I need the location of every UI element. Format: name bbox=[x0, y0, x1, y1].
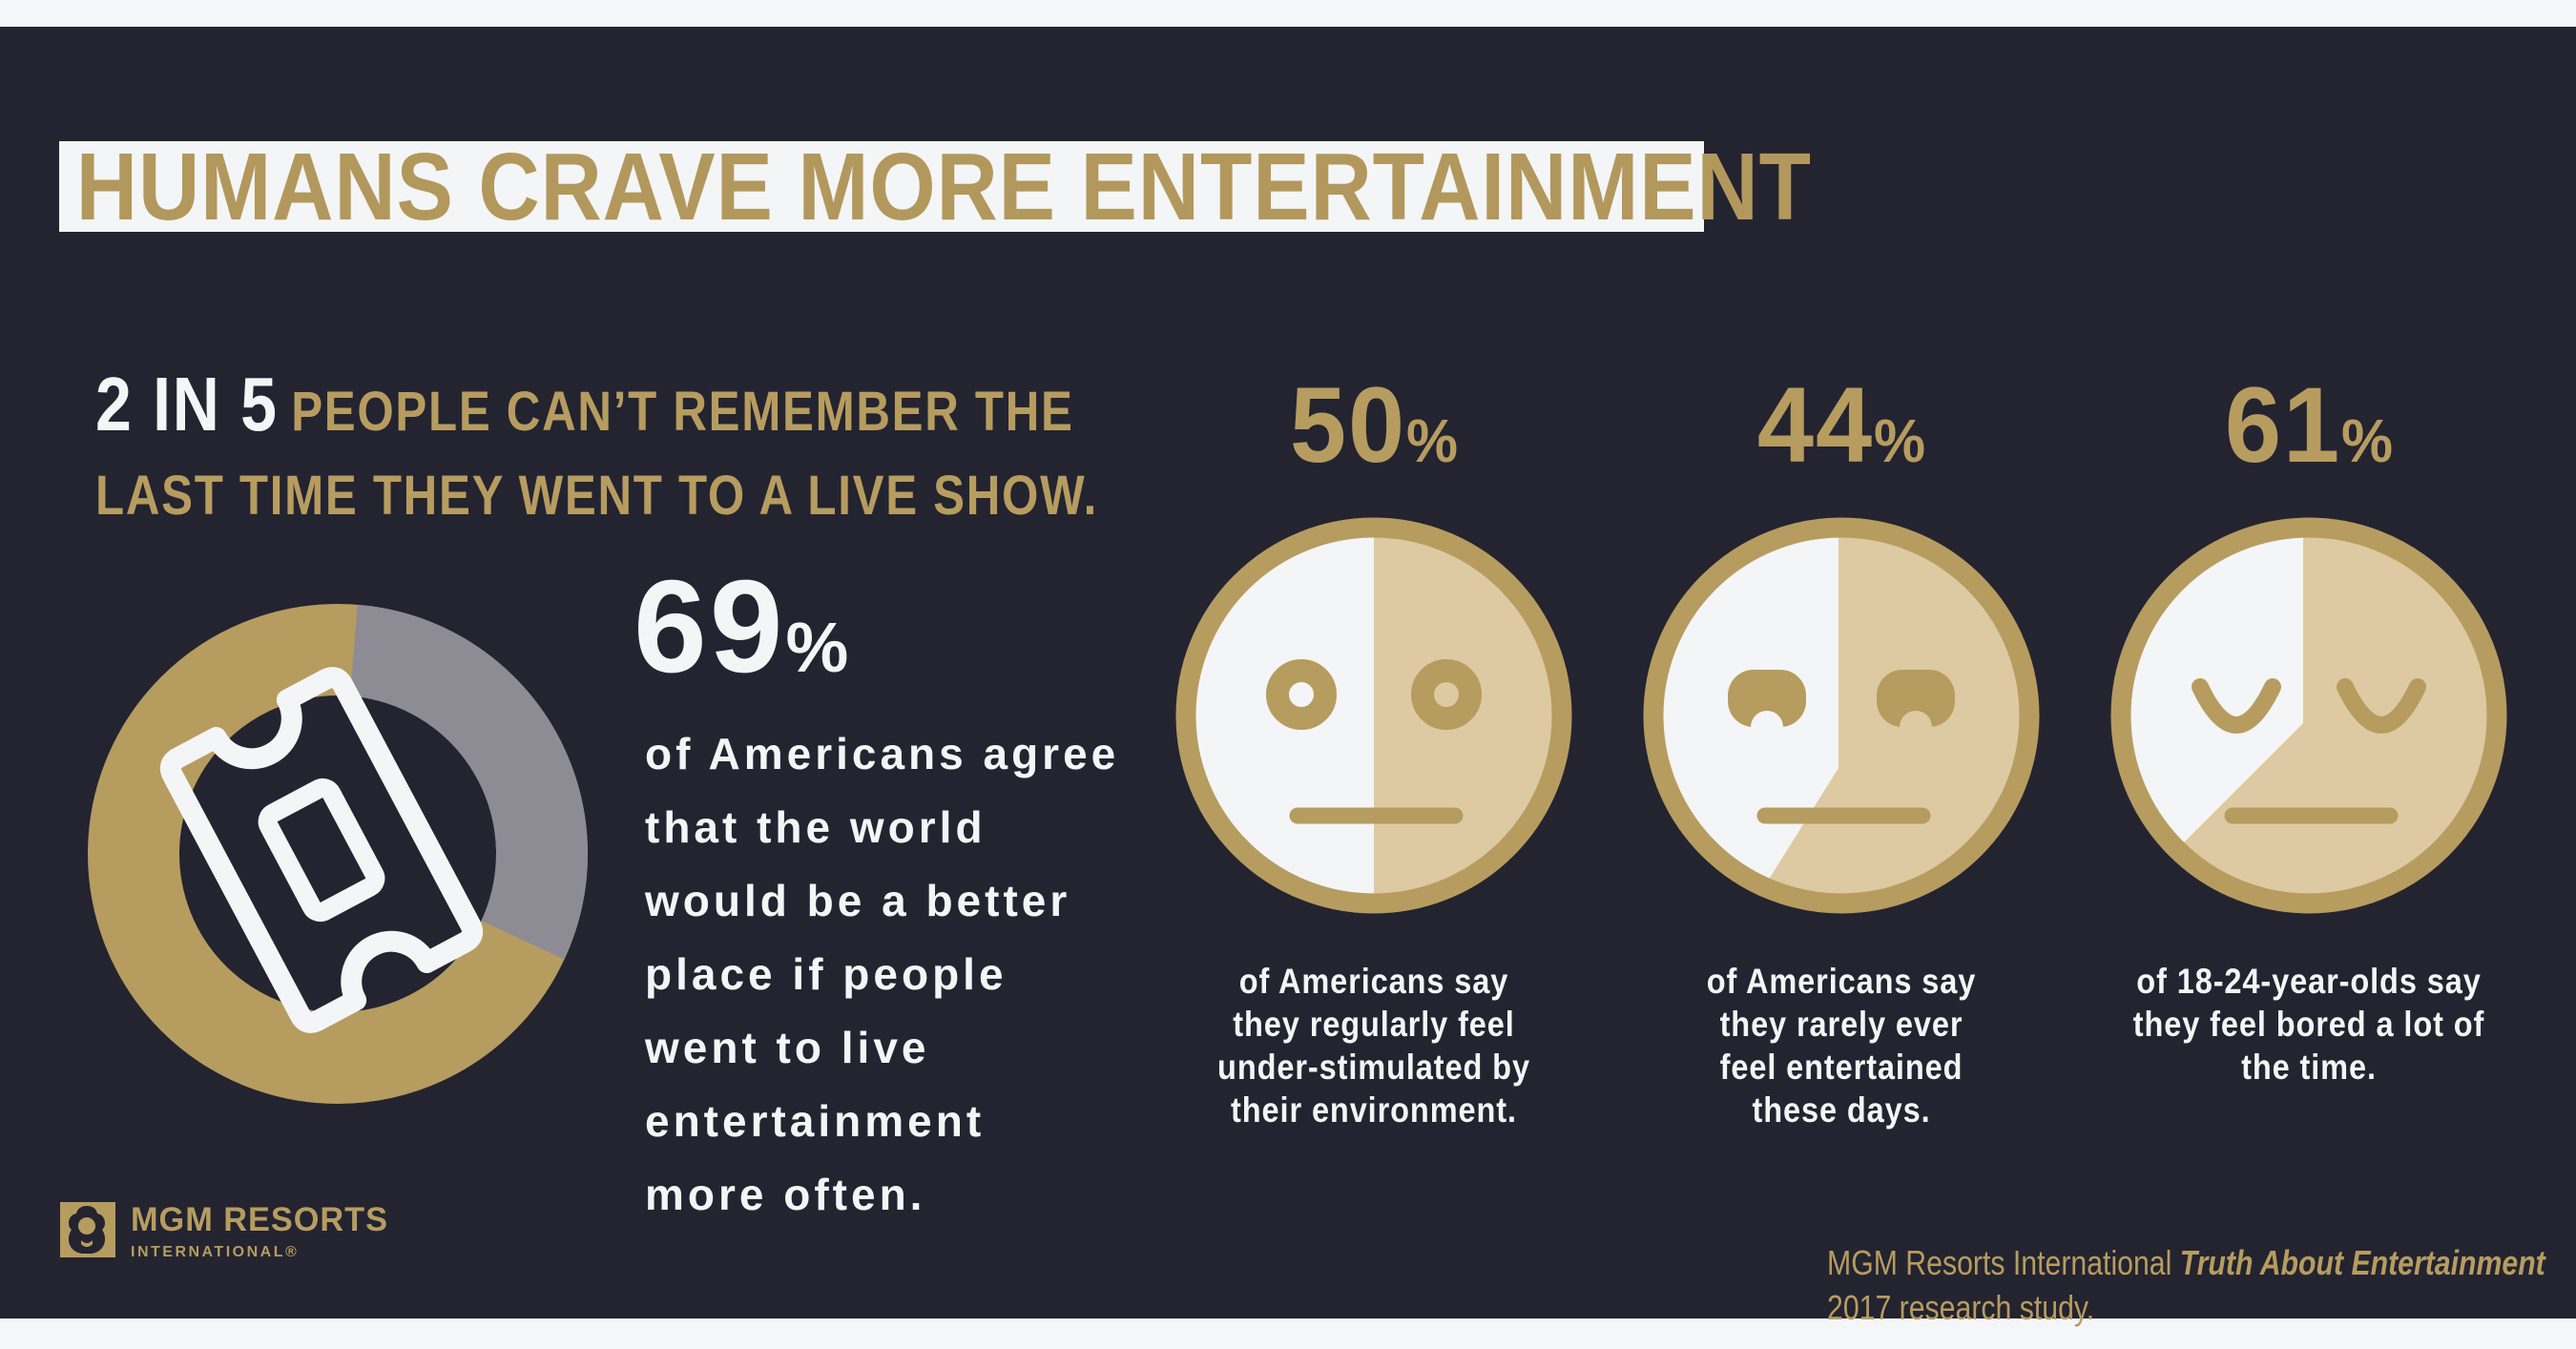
stat-percent-50-unit: % bbox=[1406, 406, 1459, 475]
headline-stat: 2 IN 5 PEOPLE CAN’T REMEMBER THE LAST TI… bbox=[95, 361, 1096, 528]
page-title: HUMANS CRAVE MORE ENTERTAINMENT bbox=[75, 133, 1812, 240]
headline-stat-line2: LAST TIME THEY WENT TO A LIVE SHOW. bbox=[95, 464, 1096, 528]
mgm-resorts-logo: MGM RESORTS INTERNATIONAL® bbox=[60, 1201, 393, 1261]
stat-percent-50-value: 50 bbox=[1289, 365, 1407, 485]
face-caption-50: of Americans say they regularly feel und… bbox=[1217, 962, 1530, 1130]
attribution-line1: MGM Resorts International Truth About En… bbox=[1827, 1240, 2545, 1285]
bottom-border-strip bbox=[0, 1318, 2576, 1349]
open-eyes-icon bbox=[1266, 659, 1482, 730]
donut-gray-segment bbox=[349, 604, 588, 960]
mgm-lion-icon bbox=[60, 1202, 115, 1257]
face-ring bbox=[1643, 517, 2040, 914]
lidded-eyes-icon bbox=[1728, 670, 1955, 727]
closed-eyes-icon bbox=[2192, 678, 2426, 734]
stat-percent-44-value: 44 bbox=[1756, 365, 1875, 485]
donut-chart bbox=[88, 604, 588, 1104]
source-attribution: MGM Resorts International Truth About En… bbox=[1827, 1240, 2545, 1330]
stat-percent-69-value: 69 bbox=[634, 553, 786, 700]
face-caption-61: of 18-24-year-olds say they feel bored a… bbox=[2132, 962, 2485, 1087]
stat-percent-50: 50% bbox=[1174, 372, 1573, 479]
face-tired-icon bbox=[1643, 517, 2040, 914]
attribution-prefix: MGM Resorts International bbox=[1827, 1243, 2180, 1282]
stat-percent-61-value: 61 bbox=[2224, 365, 2342, 485]
attribution-study-title: Truth About Entertainment bbox=[2179, 1243, 2545, 1282]
headline-stat-line1: 2 IN 5 PEOPLE CAN’T REMEMBER THE bbox=[95, 361, 1072, 448]
stat-ratio: 2 IN 5 bbox=[95, 362, 279, 446]
stat-69-description: of Americans agree that the world would … bbox=[645, 729, 1120, 1219]
attribution-line2: 2017 research study. bbox=[1827, 1288, 2095, 1327]
logo-text: MGM RESORTS INTERNATIONAL® bbox=[131, 1201, 393, 1261]
stat-percent-69: 69% bbox=[634, 561, 848, 693]
face-bored-icon bbox=[2110, 517, 2507, 914]
face-ring bbox=[1175, 517, 1572, 914]
top-border-strip bbox=[0, 0, 2576, 27]
logo-name: MGM RESORTS bbox=[131, 1201, 388, 1238]
logo-subtitle: INTERNATIONAL® bbox=[131, 1243, 300, 1260]
face-caption-44: of Americans say they rarely ever feel e… bbox=[1706, 962, 1977, 1130]
ticket-icon bbox=[159, 667, 484, 1033]
stat-percent-61-unit: % bbox=[2341, 406, 2394, 475]
stat-text-line2: LAST TIME THEY WENT TO A LIVE SHOW. bbox=[95, 465, 1099, 527]
title-banner: HUMANS CRAVE MORE ENTERTAINMENT bbox=[59, 139, 1811, 235]
stat-percent-61: 61% bbox=[2109, 372, 2508, 479]
stat-percent-44: 44% bbox=[1642, 372, 2041, 479]
face-ring bbox=[2110, 517, 2507, 914]
stat-percent-44-unit: % bbox=[1874, 406, 1926, 475]
stat-percent-69-unit: % bbox=[785, 608, 849, 687]
face-neutral-icon bbox=[1175, 517, 1572, 914]
stat-text-line1: PEOPLE CAN’T REMEMBER THE bbox=[291, 381, 1074, 443]
